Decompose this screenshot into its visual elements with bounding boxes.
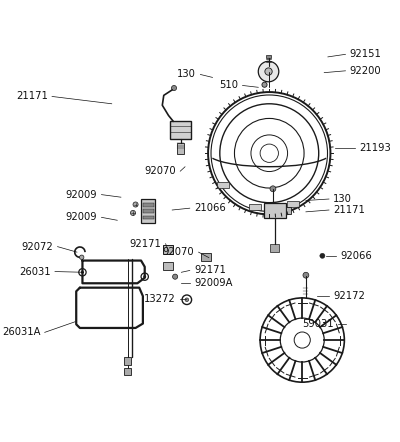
Text: 92151: 92151 [350,50,382,59]
Circle shape [172,274,178,279]
Circle shape [172,85,176,91]
Circle shape [80,255,84,259]
Text: 92009A: 92009A [194,278,233,288]
Text: 92171: 92171 [129,239,161,249]
Text: 92171: 92171 [194,266,226,275]
Text: 26031: 26031 [19,267,50,277]
Circle shape [185,298,189,301]
Text: 21171: 21171 [16,91,48,102]
Circle shape [262,82,267,88]
Text: 130: 130 [333,194,352,204]
FancyBboxPatch shape [264,203,286,218]
Text: 59031: 59031 [302,319,333,329]
FancyBboxPatch shape [124,357,131,365]
Circle shape [270,186,276,192]
FancyBboxPatch shape [163,262,172,270]
FancyBboxPatch shape [177,143,184,154]
Text: 92072: 92072 [21,242,53,251]
Text: 13272: 13272 [144,294,176,305]
Circle shape [258,61,279,82]
Bar [218,183,229,188]
FancyBboxPatch shape [270,244,279,252]
Bar [142,216,154,219]
FancyBboxPatch shape [163,245,172,254]
Text: 21193: 21193 [359,143,391,153]
Circle shape [303,272,309,278]
Circle shape [320,253,325,259]
Text: 510: 510 [219,80,238,91]
Text: 130: 130 [177,69,196,80]
Text: 92200: 92200 [350,66,382,76]
Circle shape [143,275,146,278]
Text: 21171: 21171 [333,205,365,215]
FancyBboxPatch shape [201,253,211,261]
Bar [287,201,299,207]
Bar [142,209,154,213]
Circle shape [294,332,310,348]
Polygon shape [266,55,272,57]
Circle shape [130,210,136,216]
Text: 26031A: 26031A [2,328,40,337]
Bar [142,203,154,207]
Text: 92070: 92070 [144,166,176,176]
Bar [286,207,291,214]
Circle shape [265,68,272,75]
FancyBboxPatch shape [124,368,131,375]
Text: 21066: 21066 [194,203,226,213]
Text: 92172: 92172 [333,291,365,301]
FancyBboxPatch shape [170,122,190,139]
Text: 92009: 92009 [66,212,97,222]
Text: 92070: 92070 [162,247,194,257]
Circle shape [81,271,84,274]
Bar [249,205,261,210]
Text: 92066: 92066 [341,251,372,261]
Circle shape [133,202,138,207]
Text: 92009: 92009 [66,190,97,200]
Bar [141,199,155,223]
